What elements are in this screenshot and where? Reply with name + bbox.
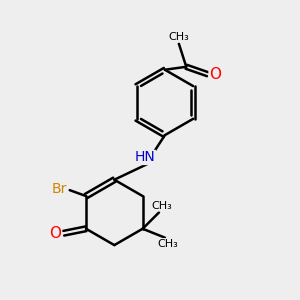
Text: HN: HN	[135, 150, 155, 164]
Text: CH₃: CH₃	[158, 238, 178, 249]
Text: Br: Br	[52, 182, 67, 196]
Text: CH₃: CH₃	[152, 201, 172, 211]
Text: O: O	[50, 226, 61, 241]
Text: CH₃: CH₃	[169, 32, 189, 42]
Text: O: O	[209, 67, 221, 82]
